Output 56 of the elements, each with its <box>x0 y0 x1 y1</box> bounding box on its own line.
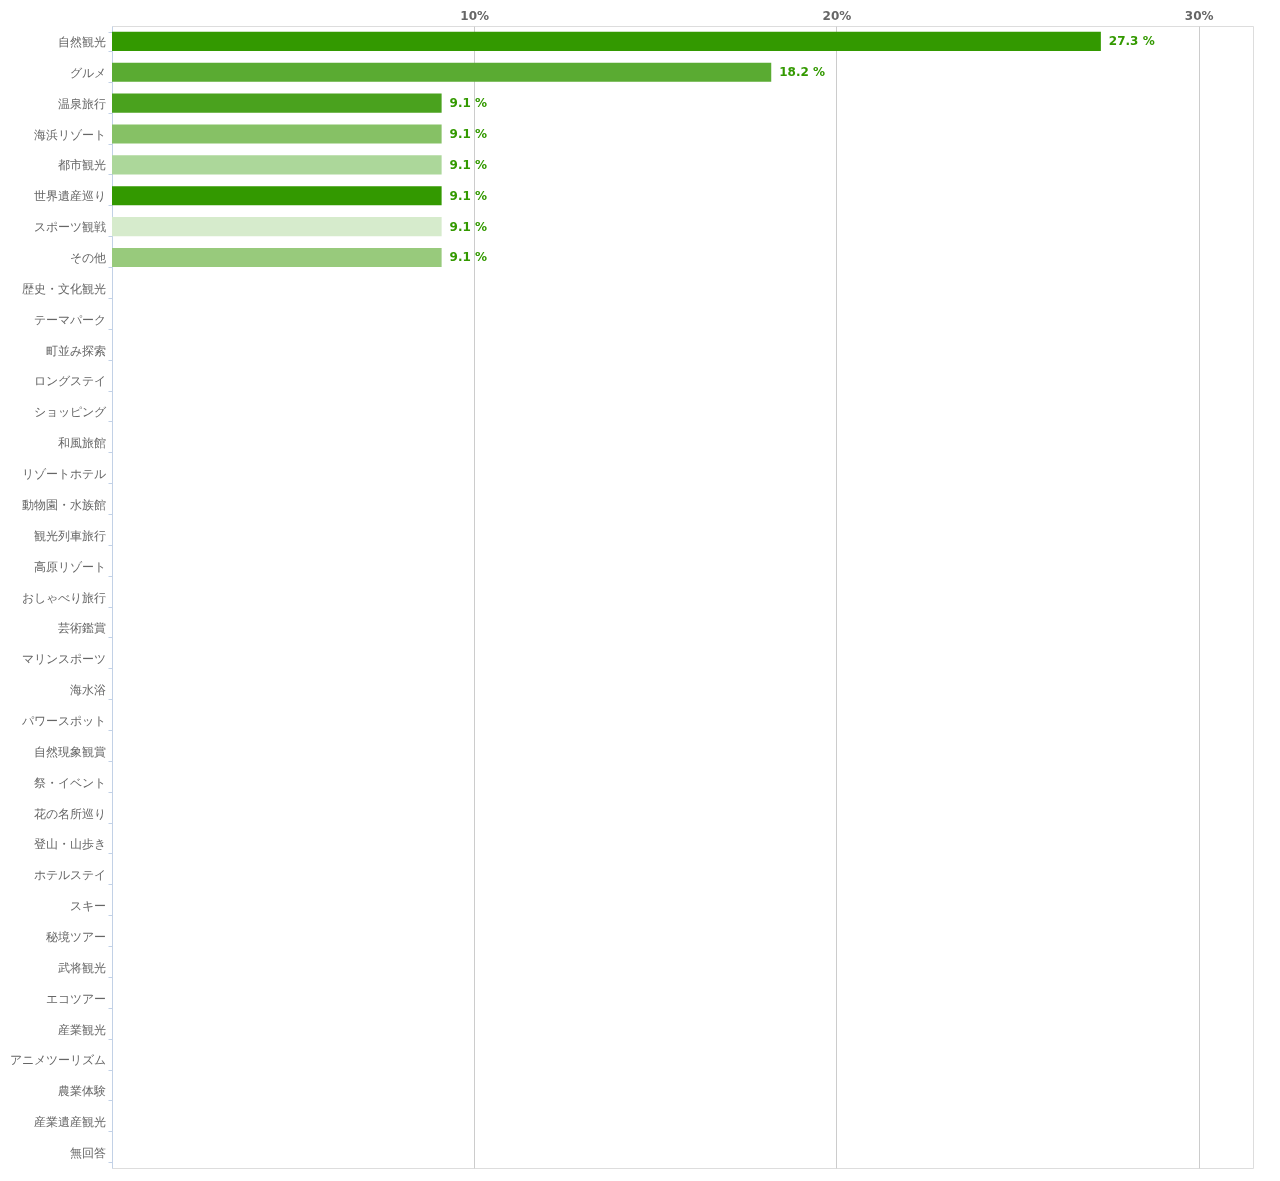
bar <box>112 155 442 175</box>
y-tick-label: 海水浴 <box>69 683 106 698</box>
y-tick-label: アニメツーリズム <box>9 1053 106 1068</box>
data-label: 9.1 % <box>449 157 488 172</box>
data-label: 18.2 % <box>779 65 826 80</box>
y-tick-label: 登山・山歩き <box>33 837 106 852</box>
y-tick-label: 農業体験 <box>57 1084 106 1099</box>
y-tick-label: おしゃべり旅行 <box>21 590 106 605</box>
y-tick-label: 花の名所巡り <box>33 806 106 821</box>
y-tick-label: 産業遺産観光 <box>33 1115 106 1130</box>
y-tick-label: 海浜リゾート <box>33 127 106 142</box>
data-label: 9.1 % <box>449 219 488 234</box>
y-tick-label: 観光列車旅行 <box>33 528 106 543</box>
y-tick-label: 動物園・水族館 <box>21 497 106 512</box>
y-tick-label: 祭・イベント <box>33 775 106 790</box>
x-tick-label: 20% <box>822 8 852 23</box>
bar <box>112 124 442 144</box>
bar <box>112 247 442 268</box>
y-tick-label: 武将観光 <box>57 960 106 975</box>
y-tick-label: 和風旅館 <box>57 436 106 451</box>
y-tick-label: テーマパーク <box>33 312 106 327</box>
data-label: 9.1 % <box>449 96 488 111</box>
y-tick-label: ホテルステイ <box>33 868 106 883</box>
data-label: 27.3 % <box>1108 34 1155 49</box>
y-tick-label: リゾートホテル <box>21 467 106 482</box>
bar <box>112 217 442 237</box>
y-tick-label: 芸術鑑賞 <box>57 621 106 636</box>
y-tick-label: 自然観光 <box>57 34 106 49</box>
bar <box>112 62 772 82</box>
y-tick-label: グルメ <box>69 65 106 80</box>
y-tick-label: スキー <box>69 899 106 914</box>
y-tick-label: ロングステイ <box>33 374 106 389</box>
y-tick-label: ショッピング <box>33 405 107 420</box>
x-tick-label: 30% <box>1184 8 1214 23</box>
y-tick-label: マリンスポーツ <box>21 652 106 667</box>
y-tick-label: 高原リゾート <box>33 559 106 574</box>
y-tick-label: 都市観光 <box>57 158 106 173</box>
bar <box>112 93 442 113</box>
y-tick-label: 町並み探索 <box>45 343 106 358</box>
y-tick-label: その他 <box>69 250 106 265</box>
y-tick-label: 無回答 <box>69 1146 106 1161</box>
y-tick-label: 温泉旅行 <box>57 96 106 111</box>
data-label: 9.1 % <box>449 127 488 142</box>
y-tick-label: 自然現象観賞 <box>33 744 106 759</box>
x-tick-label: 10% <box>460 8 490 23</box>
y-tick-label: 歴史・文化観光 <box>21 281 106 296</box>
y-tick-label: 産業観光 <box>57 1022 106 1037</box>
bar <box>112 31 1101 51</box>
data-label: 9.1 % <box>449 250 488 265</box>
y-tick-label: 秘境ツアー <box>45 930 106 945</box>
y-tick-label: パワースポット <box>20 713 106 728</box>
y-tick-label: スポーツ観戦 <box>33 220 106 235</box>
data-label: 9.1 % <box>449 188 488 203</box>
bar <box>112 186 442 206</box>
y-tick-label: 世界遺産巡り <box>33 189 106 204</box>
y-tick-label: エコツアー <box>45 991 106 1006</box>
